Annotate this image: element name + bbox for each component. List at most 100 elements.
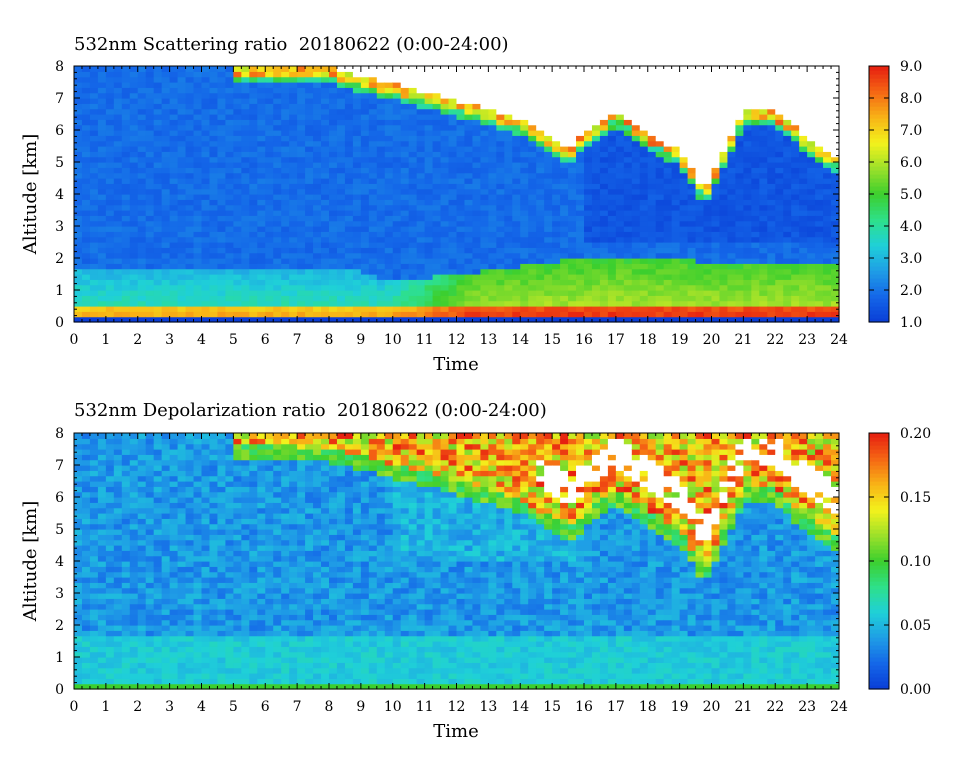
heatmap-cell <box>735 290 744 296</box>
heatmap-cell <box>679 290 689 296</box>
heatmap-cell <box>329 172 338 179</box>
heatmap-cell <box>384 124 394 131</box>
heatmap-cell <box>775 215 784 222</box>
heatmap-cell <box>121 178 131 184</box>
heatmap-cell <box>607 258 617 264</box>
heatmap-cell <box>584 300 593 307</box>
heatmap-cell <box>257 87 266 94</box>
heatmap-cell <box>719 114 729 120</box>
heatmap-cell <box>568 316 577 323</box>
heatmap-cell <box>121 247 131 254</box>
heatmap-cell <box>416 140 426 147</box>
heatmap-cell <box>321 295 330 302</box>
heatmap-cell <box>591 284 601 291</box>
heatmap-cell <box>153 178 163 184</box>
heatmap-cell <box>241 300 250 307</box>
heatmap-cell <box>488 188 497 195</box>
heatmap-cell <box>496 252 505 259</box>
heatmap-cell <box>496 295 505 302</box>
heatmap-cell <box>257 226 266 232</box>
heatmap-cell <box>504 114 513 120</box>
heatmap-cell <box>416 316 426 323</box>
heatmap-cell <box>520 140 529 147</box>
heatmap-cell <box>113 92 123 99</box>
heatmap-cell <box>185 231 195 238</box>
heatmap-cell <box>392 140 402 147</box>
heatmap-cell <box>663 311 673 318</box>
heatmap-cell <box>496 172 505 179</box>
heatmap-cell <box>615 204 625 211</box>
heatmap-cell <box>727 167 737 174</box>
heatmap-cell <box>257 199 266 206</box>
heatmap-cell <box>329 210 338 216</box>
heatmap-cell <box>432 188 442 195</box>
heatmap-cell <box>528 306 537 312</box>
heatmap-cell <box>153 279 163 286</box>
heatmap-cell <box>623 215 633 222</box>
x-tick-label: 24 <box>830 332 848 348</box>
heatmap-cell <box>185 263 195 270</box>
heatmap-cell <box>695 242 705 248</box>
heatmap-cell <box>456 151 466 158</box>
heatmap-cell <box>105 167 115 174</box>
heatmap-cell <box>464 92 474 99</box>
heatmap-cell <box>663 290 673 296</box>
heatmap-cell <box>368 242 378 248</box>
heatmap-cell <box>81 252 91 259</box>
heatmap-cell <box>209 172 219 179</box>
heatmap-cell <box>456 258 466 264</box>
heatmap-cell <box>607 252 617 259</box>
heatmap-cell <box>289 306 298 312</box>
heatmap-cell <box>783 279 792 286</box>
heatmap-cell <box>376 210 386 216</box>
heatmap-cell <box>440 135 450 142</box>
heatmap-cell <box>671 279 681 286</box>
heatmap-cell <box>735 295 744 302</box>
heatmap-cell <box>81 103 91 110</box>
heatmap-cell <box>743 204 752 211</box>
heatmap-cell <box>97 71 107 78</box>
heatmap-cell <box>807 119 816 126</box>
heatmap-cell <box>424 103 434 110</box>
heatmap-cell <box>241 98 250 104</box>
heatmap-cell <box>679 226 689 232</box>
heatmap-cell <box>384 295 394 302</box>
heatmap-cell <box>743 220 752 227</box>
heatmap-cell <box>560 130 569 136</box>
heatmap-cell <box>607 231 617 238</box>
heatmap-cell <box>448 66 458 72</box>
heatmap-cell <box>584 76 593 83</box>
heatmap-cell <box>456 162 466 168</box>
heatmap-cell <box>321 306 330 312</box>
heatmap-cell <box>791 316 800 323</box>
heatmap-cell <box>448 316 458 323</box>
heatmap-cell <box>400 204 410 211</box>
heatmap-cell <box>584 82 593 88</box>
heatmap-cell <box>305 130 314 136</box>
heatmap-cell <box>647 183 657 190</box>
heatmap-cell <box>528 82 537 88</box>
heatmap-cell <box>89 140 99 147</box>
colorbar-swatch <box>869 242 889 247</box>
heatmap-cell <box>552 108 561 115</box>
heatmap-cell <box>759 215 768 222</box>
heatmap-cell <box>488 215 497 222</box>
heatmap-cell <box>679 306 689 312</box>
heatmap-cell <box>97 146 107 152</box>
heatmap-cell <box>448 156 458 163</box>
heatmap-cell <box>599 156 609 163</box>
heatmap-cell <box>456 76 466 83</box>
heatmap-cell <box>321 258 330 264</box>
heatmap-cell <box>775 156 784 163</box>
heatmap-cell <box>368 311 378 318</box>
heatmap-cell <box>145 263 155 270</box>
heatmap-cell <box>392 114 402 120</box>
heatmap-cell <box>631 306 641 312</box>
heatmap-cell <box>743 258 752 264</box>
heatmap-cell <box>169 290 179 296</box>
heatmap-cell <box>424 140 434 147</box>
heatmap-cell <box>831 295 840 302</box>
heatmap-cell <box>305 300 314 307</box>
colorbar-swatch <box>869 278 889 283</box>
heatmap-cell <box>799 178 808 184</box>
